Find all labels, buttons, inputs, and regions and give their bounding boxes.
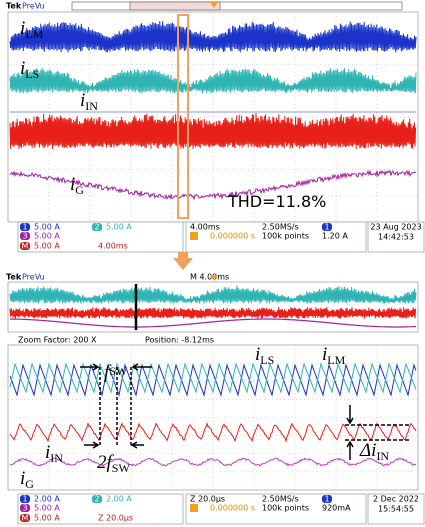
channel-scale: 5.00 A <box>34 232 60 241</box>
status-bar: 1 5.00 A 2 5.00 A 3 5.00 A M 5.00 A 4.00ms 4.00ms… <box>18 222 424 252</box>
channel-number: 3 <box>22 504 27 513</box>
record-bar <box>72 2 402 10</box>
record-window <box>130 2 220 10</box>
channel-number: 1 <box>22 223 27 232</box>
math-time: Z 20.0µs <box>98 514 133 523</box>
sample-rate: 2.50MS/s <box>262 223 299 232</box>
mode: PreVu <box>22 2 45 11</box>
channel-scale: 5.00 A <box>106 223 132 232</box>
trigger-position: 0.000000 s <box>210 504 255 513</box>
timebase: Z 20.0µs <box>190 495 225 504</box>
channel-number: 1 <box>22 495 27 504</box>
overview-screen <box>8 282 418 332</box>
sample-rate: 2.50MS/s <box>262 495 299 504</box>
mode: PreVu <box>22 273 45 282</box>
channel-number: 2 <box>94 223 99 232</box>
scope-screenshot: Tek PreVu iLM iLS iIN iG THD=11.8% 15.00… <box>0 0 425 527</box>
time: 15:54:55 <box>378 505 414 514</box>
channel-number: 2 <box>94 495 99 504</box>
trigger-position: 0.000000 s <box>210 232 255 241</box>
date: 2 Dec 2022 <box>373 495 419 504</box>
channel-number: 1 <box>324 223 329 232</box>
channel-number: M <box>22 242 29 251</box>
channel-scale: 5.00 A <box>34 242 60 251</box>
record-length: 100k points <box>262 232 309 241</box>
brand: Tek <box>6 273 22 282</box>
trigger-icon <box>190 504 198 512</box>
timebase: 4.00ms <box>190 223 220 232</box>
channel-scale: 5.00 A <box>34 504 60 513</box>
channel-number: 3 <box>22 232 27 241</box>
date: 23 Aug 2023 <box>370 223 421 232</box>
status-bar: 1 2.00 A 2 2.00 A 3 5.00 A M 5.00 A Z 20.0µs Z 20… <box>18 494 424 524</box>
brand: Tek <box>6 2 22 11</box>
overview-time: M 4.00ms <box>190 273 229 282</box>
channel-scale: 2.00 A <box>106 495 132 504</box>
math-time: 4.00ms <box>98 242 128 251</box>
trigger-icon <box>190 232 198 240</box>
time: 14:42:53 <box>378 233 414 242</box>
trigger-level: 1.20 A <box>322 232 348 241</box>
channel-scale: 5.00 A <box>34 223 60 232</box>
zoom-position-text: Position: -8.12ms <box>145 336 214 345</box>
channel-number: M <box>22 514 29 523</box>
record-length: 100k points <box>262 504 309 513</box>
trigger-level: 920mA <box>322 504 351 513</box>
zoom-arrow <box>173 252 193 270</box>
zoom-factor: Zoom Factor: 200 X <box>18 336 97 345</box>
channel-number: 1 <box>324 495 329 504</box>
channel-scale: 2.00 A <box>34 495 60 504</box>
channel-scale: 5.00 A <box>34 514 60 523</box>
thd: THD=11.8% <box>227 192 326 211</box>
